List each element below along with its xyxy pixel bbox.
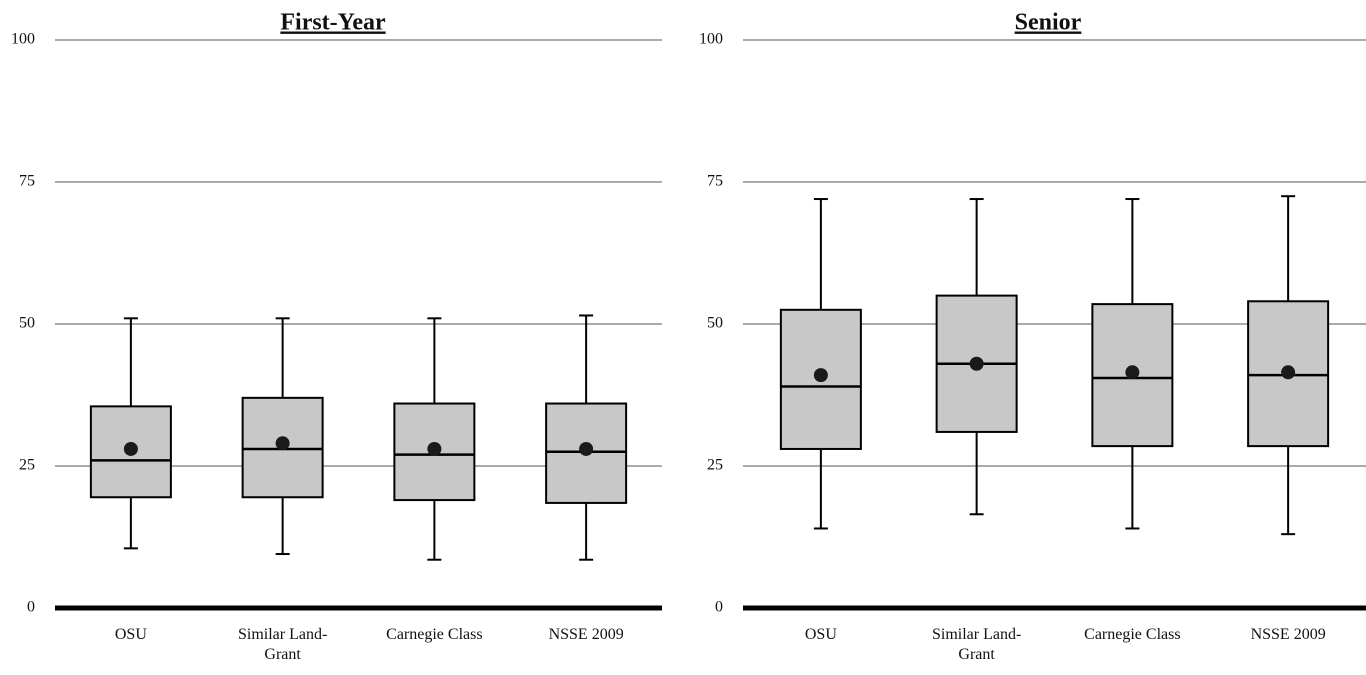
x-tick-label: Similar Land-Grant (931, 626, 1022, 663)
y-tick-label: 100 (11, 31, 35, 48)
y-tick-label: 0 (27, 599, 35, 616)
x-tick-label: Carnegie Class (1084, 626, 1181, 643)
x-tick-label: Similar Land-Grant (237, 626, 328, 663)
mean-dot (813, 368, 828, 383)
mean-dot (969, 356, 984, 371)
y-tick-label: 25 (707, 457, 723, 474)
x-tick-label: NSSE 2009 (1250, 626, 1326, 643)
chart-title: First-Year (280, 10, 386, 36)
x-tick-label: OSU (804, 626, 837, 643)
x-tick-label: Carnegie Class (386, 626, 483, 643)
y-tick-label: 100 (699, 31, 723, 48)
y-tick-label: 75 (707, 173, 723, 190)
mean-dot (427, 441, 442, 456)
y-tick-label: 50 (707, 315, 723, 332)
mean-dot (123, 441, 138, 456)
chart-title: Senior (1015, 10, 1082, 36)
box (89, 405, 172, 499)
mean-dot (1281, 365, 1296, 380)
y-tick-label: 25 (19, 457, 35, 474)
box (545, 402, 628, 504)
mean-dot (275, 436, 290, 451)
y-tick-label: 50 (19, 315, 35, 332)
mean-dot (1125, 365, 1140, 380)
y-tick-label: 0 (715, 599, 723, 616)
mean-dot (579, 441, 594, 456)
y-tick-label: 75 (19, 173, 35, 190)
x-tick-label: OSU (114, 626, 147, 643)
x-tick-label: NSSE 2009 (548, 626, 624, 643)
